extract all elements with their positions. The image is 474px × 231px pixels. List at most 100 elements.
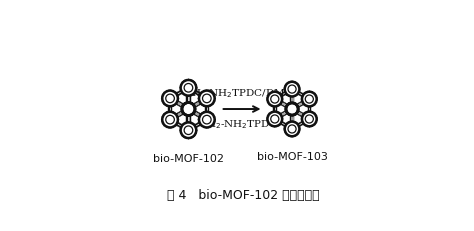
Polygon shape	[176, 91, 182, 97]
Circle shape	[295, 82, 296, 83]
Circle shape	[186, 80, 187, 81]
Circle shape	[198, 118, 199, 119]
Circle shape	[301, 101, 302, 102]
Polygon shape	[296, 111, 304, 118]
Circle shape	[309, 91, 310, 92]
Circle shape	[267, 102, 268, 103]
Circle shape	[285, 125, 286, 126]
Circle shape	[185, 122, 186, 123]
Circle shape	[290, 82, 291, 83]
Circle shape	[173, 106, 174, 107]
Polygon shape	[193, 111, 201, 118]
Circle shape	[282, 102, 283, 103]
Circle shape	[214, 102, 215, 103]
Circle shape	[285, 85, 286, 86]
Circle shape	[317, 119, 318, 120]
Circle shape	[305, 93, 306, 94]
Circle shape	[299, 88, 300, 89]
Circle shape	[176, 124, 177, 125]
Circle shape	[296, 83, 297, 84]
Circle shape	[177, 123, 178, 124]
Circle shape	[302, 115, 303, 116]
Circle shape	[162, 100, 163, 101]
Circle shape	[198, 98, 199, 99]
Circle shape	[196, 90, 197, 91]
Circle shape	[181, 92, 182, 93]
Polygon shape	[168, 107, 172, 112]
Polygon shape	[193, 101, 201, 108]
Circle shape	[174, 126, 175, 127]
Circle shape	[176, 115, 177, 116]
Circle shape	[281, 115, 282, 116]
Circle shape	[282, 118, 283, 119]
Circle shape	[307, 127, 308, 128]
Circle shape	[161, 98, 162, 99]
Circle shape	[293, 103, 294, 104]
Circle shape	[302, 92, 317, 107]
Circle shape	[166, 112, 167, 113]
Circle shape	[178, 97, 179, 98]
Circle shape	[296, 123, 297, 124]
Circle shape	[196, 129, 197, 130]
Circle shape	[268, 95, 269, 96]
Circle shape	[303, 113, 304, 114]
Circle shape	[162, 91, 178, 107]
Circle shape	[282, 98, 283, 99]
Text: H$_2$-NH$_2$TPDC: H$_2$-NH$_2$TPDC	[206, 118, 278, 130]
Circle shape	[197, 130, 198, 131]
Circle shape	[301, 96, 302, 97]
Circle shape	[202, 105, 203, 106]
Circle shape	[211, 105, 212, 106]
Text: H$_2$-NH$_2$TPDC/DMF: H$_2$-NH$_2$TPDC/DMF	[191, 87, 293, 100]
Circle shape	[298, 106, 299, 107]
Circle shape	[267, 118, 268, 119]
Circle shape	[190, 96, 191, 97]
Circle shape	[170, 128, 171, 129]
Circle shape	[298, 107, 299, 108]
Circle shape	[299, 109, 300, 110]
Circle shape	[176, 114, 177, 115]
Circle shape	[283, 89, 284, 90]
Circle shape	[176, 92, 177, 93]
Circle shape	[301, 121, 302, 122]
Circle shape	[190, 122, 191, 123]
Circle shape	[186, 138, 187, 139]
Circle shape	[193, 104, 194, 105]
Polygon shape	[186, 96, 191, 103]
Circle shape	[303, 105, 304, 106]
Circle shape	[269, 125, 270, 126]
Circle shape	[282, 101, 283, 102]
Circle shape	[301, 99, 302, 100]
Circle shape	[181, 109, 182, 110]
Circle shape	[286, 95, 287, 96]
Circle shape	[290, 97, 291, 98]
Circle shape	[290, 103, 291, 104]
Circle shape	[301, 102, 302, 103]
Circle shape	[299, 91, 300, 92]
Circle shape	[195, 126, 196, 127]
Circle shape	[293, 97, 294, 98]
Circle shape	[162, 118, 163, 119]
Circle shape	[192, 81, 193, 82]
Circle shape	[181, 126, 182, 127]
Circle shape	[305, 113, 306, 114]
Circle shape	[286, 112, 287, 113]
Circle shape	[182, 103, 195, 116]
Circle shape	[299, 86, 300, 87]
Circle shape	[296, 104, 297, 106]
Circle shape	[162, 121, 163, 122]
Circle shape	[274, 127, 275, 128]
Circle shape	[182, 94, 183, 95]
Circle shape	[315, 123, 316, 124]
Circle shape	[166, 106, 167, 107]
Circle shape	[194, 105, 195, 106]
Circle shape	[280, 125, 281, 126]
Circle shape	[190, 116, 191, 117]
Circle shape	[284, 91, 285, 92]
Circle shape	[315, 115, 316, 116]
Circle shape	[186, 116, 187, 117]
Circle shape	[211, 92, 212, 93]
Circle shape	[288, 103, 289, 104]
Polygon shape	[194, 122, 201, 128]
Circle shape	[191, 115, 192, 116]
